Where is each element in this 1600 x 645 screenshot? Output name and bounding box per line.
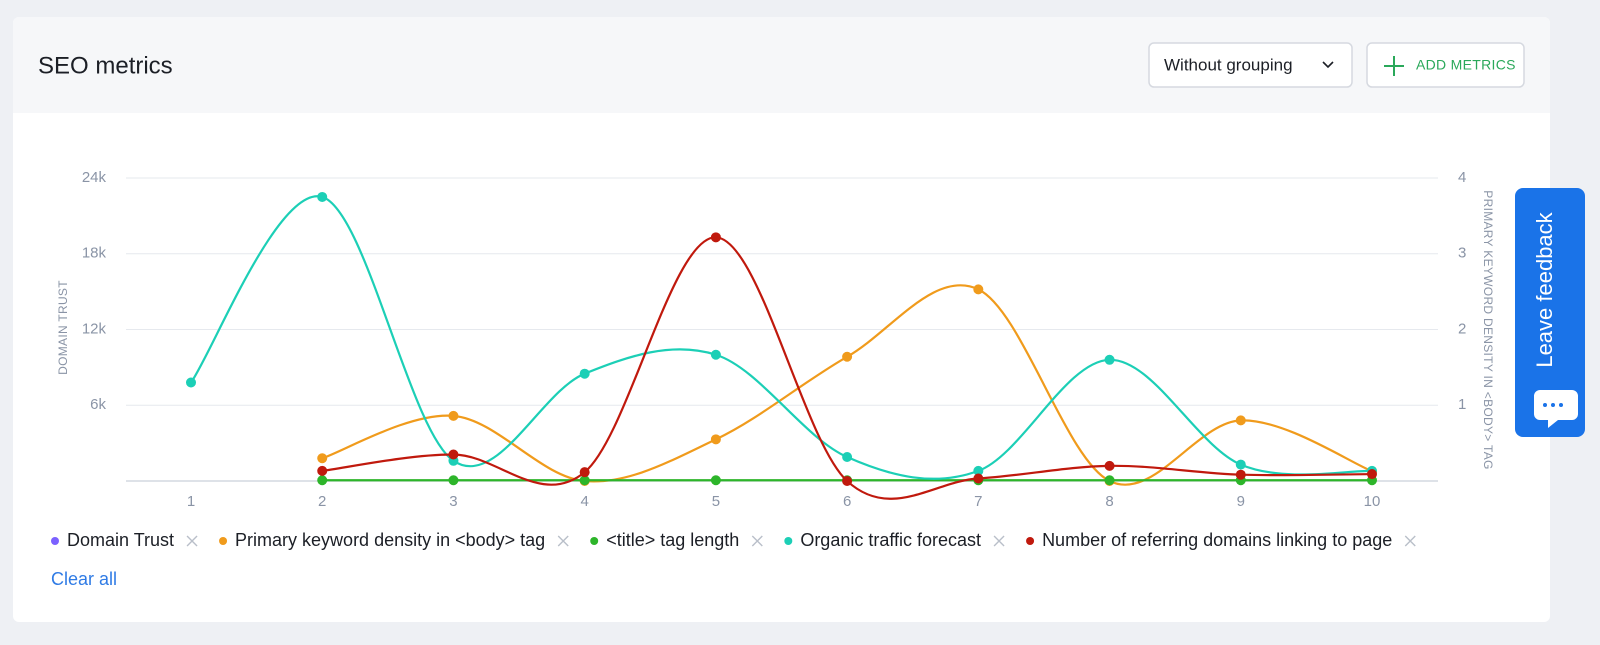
x-tick-label: 4: [580, 493, 588, 510]
y-axis-title: DOMAIN TRUST: [56, 280, 70, 375]
data-point: [842, 351, 853, 362]
data-point: [710, 475, 721, 486]
y2-tick-label: 2: [1458, 320, 1466, 337]
legend-remove[interactable]: [1404, 535, 1416, 547]
series-line: [190, 195, 1373, 480]
grouping-label: Without grouping: [1164, 55, 1293, 74]
chevron-icon: [1322, 61, 1334, 69]
y2-axis-title: PRIMARY KEYWORD DENSITY IN <BODY> TAG: [1481, 190, 1495, 469]
data-point: [1104, 475, 1115, 486]
x-tick-label: 6: [843, 493, 851, 510]
legend-swatch: [219, 537, 228, 545]
legend-remove[interactable]: [186, 535, 198, 547]
legend-swatch: [1026, 537, 1035, 545]
legend-label: Organic traffic forecast: [800, 530, 981, 550]
data-point: [1235, 459, 1246, 470]
x-tick-label: 10: [1364, 493, 1381, 510]
x-tick-label: 2: [318, 493, 326, 510]
y2-tick-label: 4: [1458, 169, 1466, 186]
data-point: [579, 368, 590, 379]
y-tick-label: 24k: [82, 169, 107, 186]
legend-swatch: [784, 537, 793, 545]
x-tick-label: 9: [1237, 493, 1245, 510]
legend: Domain Trust Primary keyword density in <…: [51, 530, 1416, 550]
card: [13, 17, 1550, 622]
data-point: [317, 475, 328, 486]
y2-tick-label: 3: [1458, 245, 1466, 262]
feedback-dots: [1543, 403, 1563, 407]
legend-label: <title> tag length: [606, 530, 739, 550]
legend-remove[interactable]: [751, 535, 763, 547]
data-point: [317, 191, 328, 202]
feedback-icon: [1534, 390, 1578, 428]
series-line: [322, 236, 1373, 500]
data-point: [1367, 469, 1377, 480]
data-point: [842, 452, 853, 463]
data-point: [973, 465, 984, 476]
data-point: [448, 475, 459, 486]
data-point: [186, 377, 196, 388]
data-point: [710, 232, 721, 243]
y2-tick-label: 1: [1458, 396, 1466, 413]
legend-remove[interactable]: [993, 535, 1005, 547]
data-point: [317, 465, 328, 476]
page-title: SEO metrics: [38, 52, 173, 79]
legend-swatch: [590, 537, 599, 545]
x-tick-label: 1: [187, 493, 195, 510]
legend-label: Number of referring domains linking to p…: [1042, 530, 1392, 550]
data-point: [973, 284, 984, 295]
data-point: [448, 410, 459, 421]
add-metrics-label: ADD METRICS: [1416, 57, 1516, 73]
y-tick-label: 18k: [82, 245, 107, 262]
data-point: [842, 476, 853, 486]
data-point: [710, 434, 721, 445]
data-point: [973, 473, 984, 484]
card-header: [13, 17, 1550, 113]
legend-label: Primary keyword density in <body> tag: [235, 530, 545, 550]
y-tick-label: 12k: [82, 320, 107, 337]
data-point: [710, 349, 721, 360]
series-line: [321, 284, 1373, 486]
data-point: [1104, 354, 1115, 365]
feedback-label: Leave feedback: [1532, 211, 1557, 367]
add-metrics-button[interactable]: [1366, 42, 1525, 88]
legend-remove[interactable]: [557, 535, 569, 547]
clear-all-link[interactable]: Clear all: [51, 569, 117, 589]
data-point: [1235, 415, 1246, 426]
legend-swatch: [51, 537, 59, 545]
data-point: [579, 467, 590, 478]
data-point: [579, 475, 590, 486]
feedback-tab[interactable]: [1515, 188, 1585, 437]
x-tick-label: 7: [974, 493, 982, 510]
grouping-dropdown[interactable]: [1148, 42, 1353, 88]
data-point: [1235, 469, 1246, 480]
plus-icon: [1384, 56, 1404, 76]
data-point: [1104, 460, 1115, 471]
x-tick-label: 3: [449, 493, 457, 510]
legend-label: Domain Trust: [67, 530, 174, 550]
data-point: [448, 449, 459, 460]
data-point: [317, 453, 328, 464]
x-tick-label: 5: [712, 493, 720, 510]
y-tick-label: 6k: [90, 396, 106, 413]
plot: 6k 12k 18k 24k 1 2 3 4 DOMAIN TRUST PRIMARY KEYWO…: [56, 169, 1495, 510]
x-tick-label: 8: [1105, 493, 1113, 510]
